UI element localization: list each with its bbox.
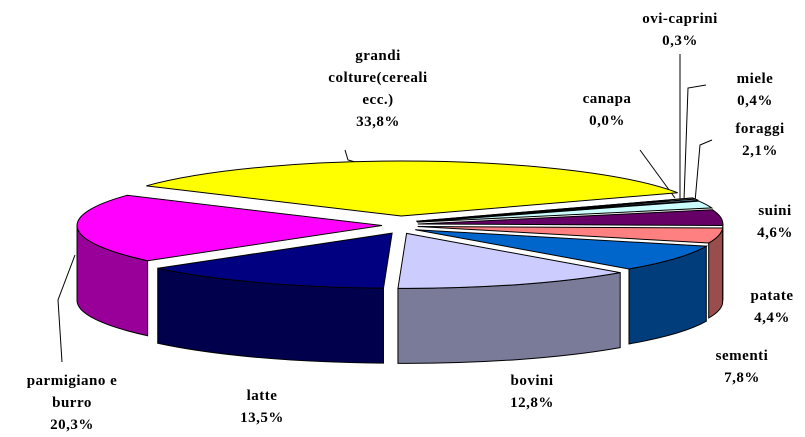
value-label: 33,8%: [356, 114, 400, 130]
slice-label: suini 4,6%: [740, 200, 805, 244]
slice: [146, 160, 678, 217]
leader-line: [694, 139, 713, 203]
category-label: grandi colture(cereali ecc.): [328, 48, 428, 108]
value-label: 4,4%: [754, 310, 790, 326]
category-label: parmigiano e burro: [26, 373, 118, 411]
slice-label: bovini 12,8%: [487, 370, 577, 414]
category-label: bovini: [510, 373, 554, 389]
slice-label: miele 0,4%: [710, 68, 800, 112]
value-label: 12,8%: [510, 395, 554, 411]
slice-top: [417, 225, 724, 244]
category-label: foraggi: [735, 121, 785, 137]
leader-line: [57, 254, 76, 363]
value-label: 7,8%: [724, 370, 760, 386]
slice-label: sementi 7,8%: [697, 345, 787, 389]
category-label: suini: [758, 203, 792, 219]
slice: [157, 232, 393, 364]
slice-label: latte 13,5%: [217, 385, 307, 429]
slice: [416, 198, 699, 222]
slice-top: [397, 232, 621, 289]
slice: [415, 229, 709, 345]
slices: [76, 160, 724, 364]
slice-top: [157, 232, 393, 289]
slice-label: canapa 0,0%: [557, 88, 657, 132]
slice-top: [417, 200, 714, 223]
value-label: 0,3%: [662, 33, 698, 49]
value-label: 2,1%: [742, 143, 778, 159]
value-label: 4,6%: [757, 225, 793, 241]
slice: [417, 200, 714, 223]
value-label: 20,3%: [50, 417, 94, 433]
category-label: miele: [736, 71, 774, 87]
category-label: patate: [750, 288, 794, 304]
slice-top: [415, 229, 709, 270]
slice-label: parmigiano e burro 20,3%: [12, 370, 132, 436]
slice-label: patate 4,4%: [737, 285, 805, 329]
leader-line: [683, 84, 707, 201]
slice: [397, 232, 621, 364]
category-label: sementi: [715, 348, 769, 364]
value-label: 13,5%: [240, 410, 284, 426]
value-label: 0,4%: [737, 93, 773, 109]
slice-label: ovi-caprini 0,3%: [620, 8, 740, 52]
slice: [76, 194, 383, 337]
slice-label: foraggi 2,1%: [715, 118, 805, 162]
slice-top: [417, 209, 724, 227]
leader-lines: [57, 54, 713, 363]
slice-top: [76, 194, 383, 262]
category-label: canapa: [582, 91, 632, 107]
value-label: 0,0%: [589, 113, 625, 129]
slice-label: grandi colture(cereali ecc.) 33,8%: [313, 45, 443, 133]
category-label: latte: [246, 388, 278, 404]
slice-top: [146, 160, 678, 217]
slice-top: [416, 198, 699, 222]
slice: [417, 225, 724, 319]
category-label: ovi-caprini: [642, 11, 718, 27]
